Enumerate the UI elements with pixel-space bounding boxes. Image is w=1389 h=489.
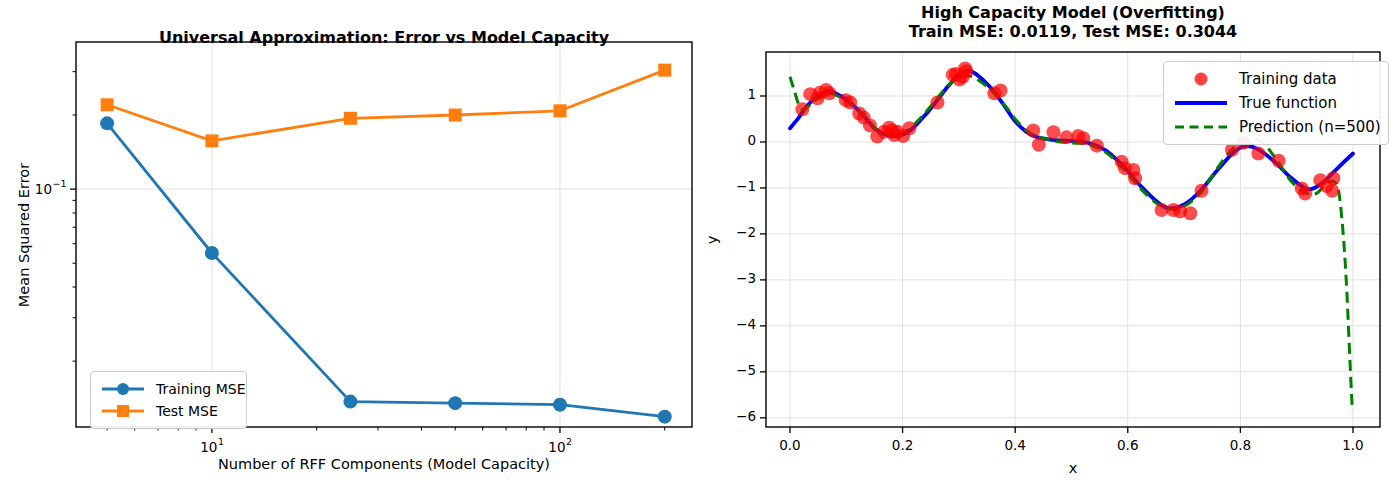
x-tick-label: 0.6 (1088, 437, 1168, 453)
training-data-point (822, 86, 836, 100)
training-data-point (1090, 139, 1104, 153)
legend-item-true-function: True function (1173, 91, 1378, 115)
y-tick-label: −4 (676, 316, 756, 332)
right-chart-title: High Capacity Model (Overfitting) (766, 3, 1380, 22)
training-data-point (959, 64, 973, 78)
legend-label: Training data (1239, 70, 1337, 88)
right-chart-xlabel: x (766, 460, 1380, 476)
training-data-marker-icon (1173, 71, 1229, 87)
legend-item-prediction: Prediction (n=500) (1173, 115, 1378, 139)
training-data-point (1059, 130, 1073, 144)
data-marker-circle (553, 398, 567, 412)
y-tick-label: −6 (676, 408, 756, 424)
training-data-point (795, 102, 809, 116)
data-marker-square (553, 104, 566, 117)
y-tick-label: 0 (676, 132, 756, 148)
training-data-point (843, 95, 857, 109)
training-data-point (1298, 186, 1312, 200)
legend-item-training-data: Training data (1173, 67, 1378, 91)
data-marker-circle (658, 410, 672, 424)
training-data-point (1046, 125, 1060, 139)
training-data-point (1032, 138, 1046, 152)
test-mse-marker-icon (100, 403, 146, 419)
legend-label: Test MSE (156, 403, 218, 419)
x-tick-label: 1.0 (1313, 437, 1389, 453)
data-marker-circle (448, 396, 462, 410)
x-tick-label: 0.4 (975, 437, 1055, 453)
left-legend: Training MSE Test MSE (90, 371, 247, 429)
training-data-point (1195, 184, 1209, 198)
y-tick-label: −2 (676, 224, 756, 240)
x-tick-label: 0.2 (863, 437, 943, 453)
legend-item-test-mse: Test MSE (100, 400, 236, 422)
legend-label: True function (1239, 94, 1337, 112)
training-data-point (1325, 184, 1339, 198)
y-tick-label: −1 (676, 178, 756, 194)
training-data-point (1251, 146, 1265, 160)
training-data-point (930, 95, 944, 109)
training-data-point (1026, 123, 1040, 137)
data-marker-square (101, 98, 114, 111)
x-tick-label: 0.0 (750, 437, 830, 453)
left-chart-title: Universal Approximation: Error vs Model … (76, 28, 692, 47)
training-data-point (1272, 154, 1286, 168)
legend-label: Training MSE (156, 381, 246, 397)
x-tick-label: 102 (520, 437, 600, 455)
true-function-line-icon (1173, 95, 1229, 111)
prediction-dashed-line-icon (1173, 119, 1229, 135)
training-data-point (1076, 131, 1090, 145)
data-marker-square (658, 64, 671, 77)
training-mse-marker-icon (100, 381, 146, 397)
figure-canvas: Universal Approximation: Error vs Model … (0, 0, 1389, 489)
training-data-point (1128, 171, 1142, 185)
left-chart-ylabel: Mean Squared Error (16, 145, 32, 325)
data-marker-circle (343, 395, 357, 409)
training-data-point (1183, 206, 1197, 220)
right-legend: Training data True function Prediction (… (1163, 61, 1389, 145)
x-tick-label: 0.8 (1200, 437, 1280, 453)
plot-spines (76, 42, 692, 427)
y-tick-label: −3 (676, 270, 756, 286)
x-tick-label: 101 (172, 437, 252, 455)
data-marker-square (344, 112, 357, 125)
data-marker-circle (205, 246, 219, 260)
data-marker-square (449, 109, 462, 122)
legend-label: Prediction (n=500) (1239, 118, 1381, 136)
y-tick-label: 1 (676, 86, 756, 102)
left-chart-xlabel: Number of RFF Components (Model Capacity… (76, 456, 692, 472)
data-marker-square (205, 134, 218, 147)
legend-item-training-mse: Training MSE (100, 378, 236, 400)
y-tick-label: 10−1 (0, 179, 66, 197)
y-tick-label: −5 (676, 362, 756, 378)
training-data-point (902, 121, 916, 135)
series-line-test (107, 70, 665, 141)
training-data-point (994, 83, 1008, 97)
data-marker-circle (100, 116, 114, 130)
right-chart-subtitle: Train MSE: 0.0119, Test MSE: 0.3044 (766, 22, 1380, 41)
training-data-point (1326, 171, 1340, 185)
